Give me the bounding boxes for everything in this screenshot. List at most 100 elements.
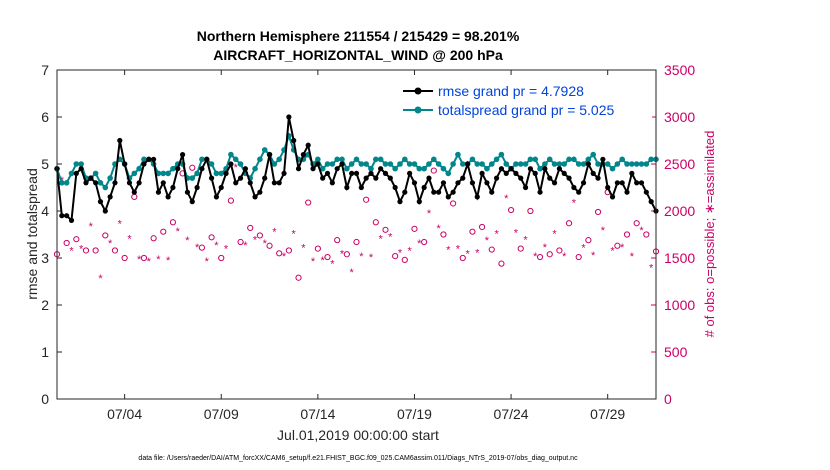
totalspread-point [339,156,345,163]
y-right-tick-label: 1000 [664,297,695,313]
rmse-point [498,166,505,172]
obs-assimilated-point: * [388,231,393,243]
obs-possible-point [314,245,321,252]
obs-assimilated-point: * [543,242,548,254]
rmse-point [213,194,220,200]
obs-possible-point [363,196,370,203]
obs-assimilated-point: * [340,248,345,260]
totalspread-point [619,156,625,163]
totalspread-point [213,170,220,177]
rmse-point [320,175,326,181]
totalspread-point [358,161,365,167]
obs-possible-point [256,232,263,239]
obs-possible-point [92,247,99,254]
obs-possible-point [633,220,640,227]
obs-possible-point [450,200,457,207]
totalspread-point [435,161,442,167]
rmse-point [566,175,572,181]
obs-possible-point [150,235,157,242]
rmse-point [503,170,509,176]
obs-assimilated-point: * [205,256,210,268]
totalspread-point [329,161,336,167]
totalspread-point [257,156,263,163]
rmse-point [175,166,181,172]
x-tick-label: 07/09 [204,406,239,422]
obs-assimilated-point: * [359,251,364,263]
obs-possible-point [208,234,215,241]
totalspread-point [469,156,476,163]
obs-possible-point [430,167,437,174]
rmse-point [83,180,89,186]
obs-possible-point [276,250,283,257]
obs-assimilated-point: * [166,255,171,267]
rmse-point [204,156,210,162]
totalspread-point [107,175,113,181]
obs-possible-point [594,208,602,216]
rmse-point [228,161,234,167]
obs-assimilated-point: * [591,250,596,262]
obs-possible-point [643,231,650,238]
obs-assimilated-point: * [494,229,499,241]
obs-possible-point [459,254,466,262]
x-tick-label: 07/14 [300,406,335,422]
obs-possible-point [411,225,418,232]
rmse-point [353,170,360,176]
rmse-point [479,170,485,176]
obs-possible-point [334,237,341,244]
rmse-point [387,175,393,181]
rmse-point [484,180,490,186]
rmse-point [363,175,369,181]
rmse-point [373,175,379,181]
totalspread-point [397,161,403,167]
totalspread-point [73,161,80,167]
plot-frame [56,69,657,400]
totalspread-point [194,170,200,177]
obs-assimilated-point: * [311,256,316,268]
rmse-point [600,156,606,162]
obs-possible-point [421,238,428,246]
totalspread-point [498,151,505,158]
totalspread-point [430,156,437,163]
rmse-point [416,199,422,205]
totalspread-point [609,165,616,172]
totalspread-point [633,161,640,167]
obs-possible-point [121,254,128,262]
rmse-point [392,184,398,191]
rmse-point [59,213,65,219]
obs-assimilated-point: * [639,225,644,237]
obs-assimilated-point: * [282,251,287,263]
totalspread-point [561,161,568,167]
obs-possible-point [614,242,621,249]
data-file-footer: data file: /Users/raeder/DAI/ATM_forcXX/… [138,455,578,462]
obs-assimilated-point: * [572,198,577,210]
rmse-point [126,180,133,186]
totalspread-point [363,161,369,167]
obs-possible-point [488,246,495,253]
totalspread-point [580,161,587,167]
rmse-point [151,156,157,162]
obs-possible-point [353,238,360,246]
rmse-point [542,166,548,172]
rmse-point [136,180,142,186]
rmse-point [237,175,244,181]
totalspread-point [237,161,244,167]
rmse-point [271,180,277,186]
y-tick-label: 5 [41,156,49,172]
obs-possible-point [169,219,177,226]
rmse-point [257,189,263,195]
totalspread-point [155,170,162,177]
rmse-point [208,175,215,181]
rmse-point [122,161,128,167]
rmse-point [68,217,75,223]
rmse-point [436,189,442,195]
totalspread-point [348,161,355,167]
obs-possible-point [189,164,196,171]
totalspread-point [373,156,379,163]
rmse-point [493,175,500,181]
obs-assimilated-point: * [417,238,422,250]
rmse-point [64,213,70,219]
obs-assimilated-point: * [649,262,654,274]
y-axis-left-label: rmse and totalspread [24,168,40,300]
totalspread-point [542,161,548,167]
rmse-point [634,180,640,186]
